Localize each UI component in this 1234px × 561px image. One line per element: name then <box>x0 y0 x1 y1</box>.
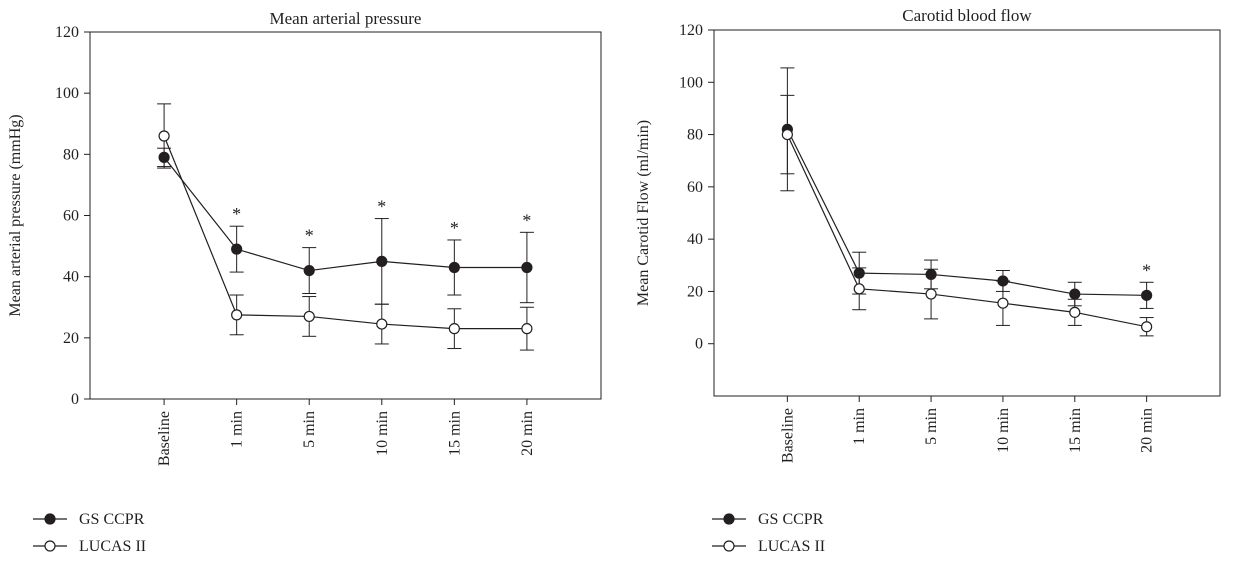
chart-2: Carotid blood flow Mean Carotid Flow (ml/… <box>635 6 1221 555</box>
series-gs-ccpr <box>157 147 534 305</box>
series-line <box>786 134 1147 328</box>
plot-frame <box>713 29 1221 397</box>
series-lucas-ii <box>780 94 1154 337</box>
y-axis-label: Mean arterial pressure (mmHg) <box>7 114 24 316</box>
legend-item: GS CCPR <box>33 511 145 528</box>
x-tick-label: 5 min <box>923 408 940 445</box>
significance-marker: * <box>305 226 314 246</box>
legend-marker <box>723 513 735 525</box>
x-tick-label: Baseline <box>156 411 173 466</box>
y-tick-label: 80 <box>63 146 79 163</box>
significance-marker: * <box>1142 260 1151 280</box>
y-tick-label: 20 <box>63 330 79 347</box>
legend-label: LUCAS II <box>758 538 825 555</box>
data-point <box>303 264 315 277</box>
legend-marker <box>44 540 56 552</box>
legend-item: LUCAS II <box>712 538 825 555</box>
legend-label: GS CCPR <box>758 511 824 528</box>
x-tick-label: 15 min <box>446 411 463 456</box>
y-tick-label: 100 <box>55 85 79 102</box>
data-point <box>448 261 460 274</box>
significance-marker: * <box>450 218 459 238</box>
data-point <box>925 288 937 300</box>
y-tick-label: 100 <box>679 74 703 91</box>
data-point <box>448 323 460 335</box>
significance-marker: * <box>377 197 386 217</box>
y-tick-label: 80 <box>687 127 703 144</box>
y-tick-label: 60 <box>63 208 79 225</box>
data-point <box>303 310 315 323</box>
data-point <box>521 261 533 274</box>
legend-label: GS CCPR <box>79 511 145 528</box>
chart-title: Carotid blood flow <box>902 6 1032 25</box>
y-tick-label: 40 <box>63 269 79 286</box>
x-tick-label: 1 min <box>851 408 868 445</box>
data-point <box>376 255 388 267</box>
series-gs-ccpr <box>780 67 1154 309</box>
data-point <box>1069 288 1081 300</box>
x-tick-label: 20 min <box>519 411 536 456</box>
data-point <box>853 283 865 295</box>
x-tick-label: 1 min <box>229 411 246 448</box>
y-tick-label: 0 <box>695 336 703 353</box>
y-tick-label: 60 <box>687 179 703 196</box>
data-point <box>997 297 1009 309</box>
x-tick-label: Baseline <box>779 408 796 463</box>
data-point <box>1141 321 1153 333</box>
y-axis-label: Mean Carotid Flow (ml/min) <box>635 120 652 306</box>
x-tick-label: 10 min <box>995 408 1012 453</box>
legend-label: LUCAS II <box>79 538 146 555</box>
data-point <box>376 318 388 330</box>
series-line <box>163 157 527 272</box>
data-point <box>231 309 243 321</box>
x-tick-label: 20 min <box>1139 408 1156 453</box>
data-point <box>158 130 170 142</box>
chart-title: Mean arterial pressure <box>270 9 422 28</box>
x-tick-label: 15 min <box>1067 408 1084 453</box>
significance-marker: * <box>232 204 241 224</box>
data-point <box>521 323 533 335</box>
data-point <box>1069 306 1081 318</box>
y-tick-label: 40 <box>687 231 703 248</box>
y-tick-label: 120 <box>55 24 79 41</box>
series-line <box>786 129 1147 296</box>
y-tick-label: 20 <box>687 283 703 300</box>
legend-marker <box>44 513 56 525</box>
data-point <box>231 243 243 255</box>
y-tick-label: 0 <box>71 391 79 408</box>
y-tick-label: 120 <box>679 22 703 39</box>
data-point <box>1141 289 1153 301</box>
legend-marker <box>723 540 735 552</box>
x-tick-label: 5 min <box>301 411 318 448</box>
series-line <box>163 135 527 330</box>
x-tick-label: 10 min <box>374 411 391 456</box>
series-lucas-ii <box>157 103 534 351</box>
legend-item: LUCAS II <box>33 538 146 555</box>
chart-1: Mean arterial pressure Mean arterial pres… <box>7 9 602 555</box>
data-point <box>781 128 793 141</box>
significance-marker: * <box>522 210 531 230</box>
legend-item: GS CCPR <box>712 511 824 528</box>
